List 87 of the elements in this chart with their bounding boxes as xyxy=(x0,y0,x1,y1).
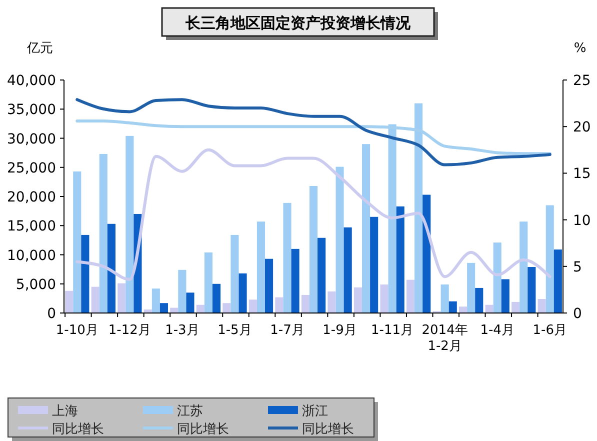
bar xyxy=(118,283,126,313)
x-tick-label: 1-10月 xyxy=(56,323,98,338)
bar xyxy=(336,166,344,313)
y-tick-label: 30,000 xyxy=(7,131,56,148)
bar xyxy=(248,300,257,313)
bar xyxy=(554,250,562,313)
bar xyxy=(212,284,221,313)
y2-tick-label: 5 xyxy=(573,259,582,276)
y-tick-label: 5,000 xyxy=(16,276,56,293)
x-tick-label: 1-5月 xyxy=(218,323,252,338)
bar xyxy=(81,234,90,313)
bar xyxy=(380,284,388,313)
bar xyxy=(256,222,265,313)
y-tick-label: 0 xyxy=(47,306,56,322)
bar xyxy=(160,303,168,313)
y-axis-title: 亿元 xyxy=(26,41,53,56)
y2-tick-label: 0 xyxy=(573,306,582,322)
y-tick-label: 40,000 xyxy=(7,73,56,89)
bar xyxy=(91,286,100,313)
legend-label: 浙江 xyxy=(302,404,328,419)
legend-label: 上海 xyxy=(52,404,78,419)
y-tick-label: 10,000 xyxy=(7,248,56,264)
bar xyxy=(354,287,362,313)
legend-label: 同比增长 xyxy=(302,422,354,437)
bar xyxy=(238,273,247,313)
bar xyxy=(301,294,310,313)
line-series xyxy=(76,98,552,166)
x-tick-label: 2014年 1-2月 xyxy=(422,323,468,354)
bar xyxy=(186,292,194,313)
legend-label: 同比增长 xyxy=(177,422,229,437)
y2-tick-label: 10 xyxy=(573,212,591,229)
x-tick-label: 1-12月 xyxy=(108,323,151,338)
bar xyxy=(370,216,378,313)
bar xyxy=(546,205,554,313)
y2-tick-label: 20 xyxy=(573,120,591,136)
y-tick-label: 35,000 xyxy=(7,102,56,118)
bar xyxy=(65,290,74,313)
bar xyxy=(512,302,520,313)
line-series xyxy=(76,148,552,281)
x-tick-label: 1-6月 xyxy=(532,323,567,338)
x-tick-label: 1-7月 xyxy=(270,323,304,338)
bar xyxy=(283,202,292,313)
bar xyxy=(344,227,352,313)
bar xyxy=(528,266,536,313)
bar xyxy=(275,297,284,313)
x-tick-label: 1-3月 xyxy=(165,323,200,338)
y2-tick-label: 25 xyxy=(573,73,591,89)
legend-label: 江苏 xyxy=(177,404,203,419)
bar xyxy=(318,238,326,313)
bar xyxy=(222,303,231,313)
bar xyxy=(178,270,186,313)
x-tick-label: 1-9月 xyxy=(322,323,357,338)
bar xyxy=(265,258,274,313)
bar xyxy=(422,194,431,313)
bar xyxy=(196,304,204,313)
y-tick-label: 25,000 xyxy=(7,160,56,176)
y2-tick-label: 15 xyxy=(573,166,591,182)
bar xyxy=(99,154,108,313)
bar xyxy=(406,280,415,313)
bar xyxy=(493,242,502,313)
bar xyxy=(485,304,494,313)
bar xyxy=(396,206,404,313)
bar xyxy=(152,288,160,313)
y-tick-label: 15,000 xyxy=(7,218,56,235)
bar xyxy=(440,284,449,313)
bar xyxy=(538,299,546,313)
bar xyxy=(459,306,468,313)
bar xyxy=(291,248,300,313)
bar xyxy=(467,262,476,313)
bar xyxy=(448,301,457,313)
y2-axis-title: % xyxy=(574,41,586,56)
bar xyxy=(230,234,239,313)
x-tick-label: 1-11月 xyxy=(371,323,414,338)
bar xyxy=(362,144,370,313)
legend-label: 同比增长 xyxy=(52,422,104,437)
bar xyxy=(520,222,528,313)
x-tick-label: 1-4月 xyxy=(480,323,514,338)
bar xyxy=(475,288,484,313)
bar xyxy=(126,136,134,313)
bar xyxy=(107,224,116,313)
bar xyxy=(309,186,318,313)
bar xyxy=(501,279,510,313)
chart-title: 长三角地区固定资产投资增长情况 xyxy=(184,14,412,32)
bar xyxy=(204,252,212,313)
bar xyxy=(328,291,336,313)
y-tick-label: 20,000 xyxy=(7,190,56,206)
bar xyxy=(73,171,82,313)
